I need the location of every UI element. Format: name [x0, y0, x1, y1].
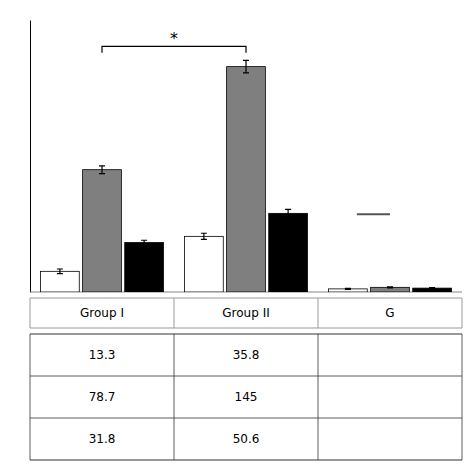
- error-bar: [429, 287, 435, 289]
- error-bar: [387, 286, 393, 288]
- error-bar: [243, 60, 249, 72]
- table-cell: 31.8: [89, 432, 116, 446]
- table-border: [174, 334, 175, 460]
- error-bar: [99, 166, 105, 174]
- bar: [185, 236, 224, 292]
- marker-line: [357, 213, 390, 215]
- annotations: *: [170, 29, 178, 48]
- bar: [83, 170, 122, 292]
- table-border: [462, 334, 463, 460]
- group-label: Group I: [80, 306, 124, 320]
- header-border: [462, 298, 463, 328]
- table-cell: 145: [235, 390, 258, 404]
- header-border: [30, 298, 462, 299]
- bar: [371, 287, 410, 292]
- error-bar: [201, 233, 207, 239]
- table-cell: 78.7: [89, 390, 116, 404]
- plot-area: [41, 46, 452, 292]
- chart: * Group I Group II G 13.3 35.8 78.7 145 31.8 50.6: [0, 0, 474, 474]
- table-cell: 35.8: [233, 348, 260, 362]
- bar: [125, 243, 164, 292]
- table-border: [30, 459, 462, 460]
- bar-series: [83, 60, 410, 292]
- bar: [41, 271, 80, 292]
- error-bar: [345, 288, 351, 290]
- header-border: [174, 298, 175, 328]
- bar: [329, 289, 368, 292]
- bar: [269, 213, 308, 292]
- y-axis-line: [30, 21, 31, 293]
- error-bar: [141, 240, 147, 245]
- table-border: [30, 376, 462, 377]
- header-border: [318, 298, 319, 328]
- header-border: [30, 328, 462, 329]
- header-border: [30, 298, 31, 328]
- table-cell: 50.6: [233, 432, 260, 446]
- table-border: [318, 334, 319, 460]
- value-table: 13.3 35.8 78.7 145 31.8 50.6: [30, 334, 462, 460]
- table-border: [30, 333, 462, 334]
- table-border: [30, 334, 31, 460]
- table-border: [30, 418, 462, 419]
- table-cell: 13.3: [89, 348, 116, 362]
- group-header: Group I Group II G: [30, 298, 462, 328]
- group-label: Group II: [222, 306, 269, 320]
- y-axis: [30, 21, 31, 293]
- significance-star: *: [170, 29, 178, 48]
- error-bar: [57, 269, 63, 274]
- group-label: G: [385, 306, 394, 320]
- bar: [413, 288, 452, 292]
- error-bar: [285, 209, 291, 217]
- bar: [227, 67, 266, 292]
- bar-series: [125, 209, 452, 292]
